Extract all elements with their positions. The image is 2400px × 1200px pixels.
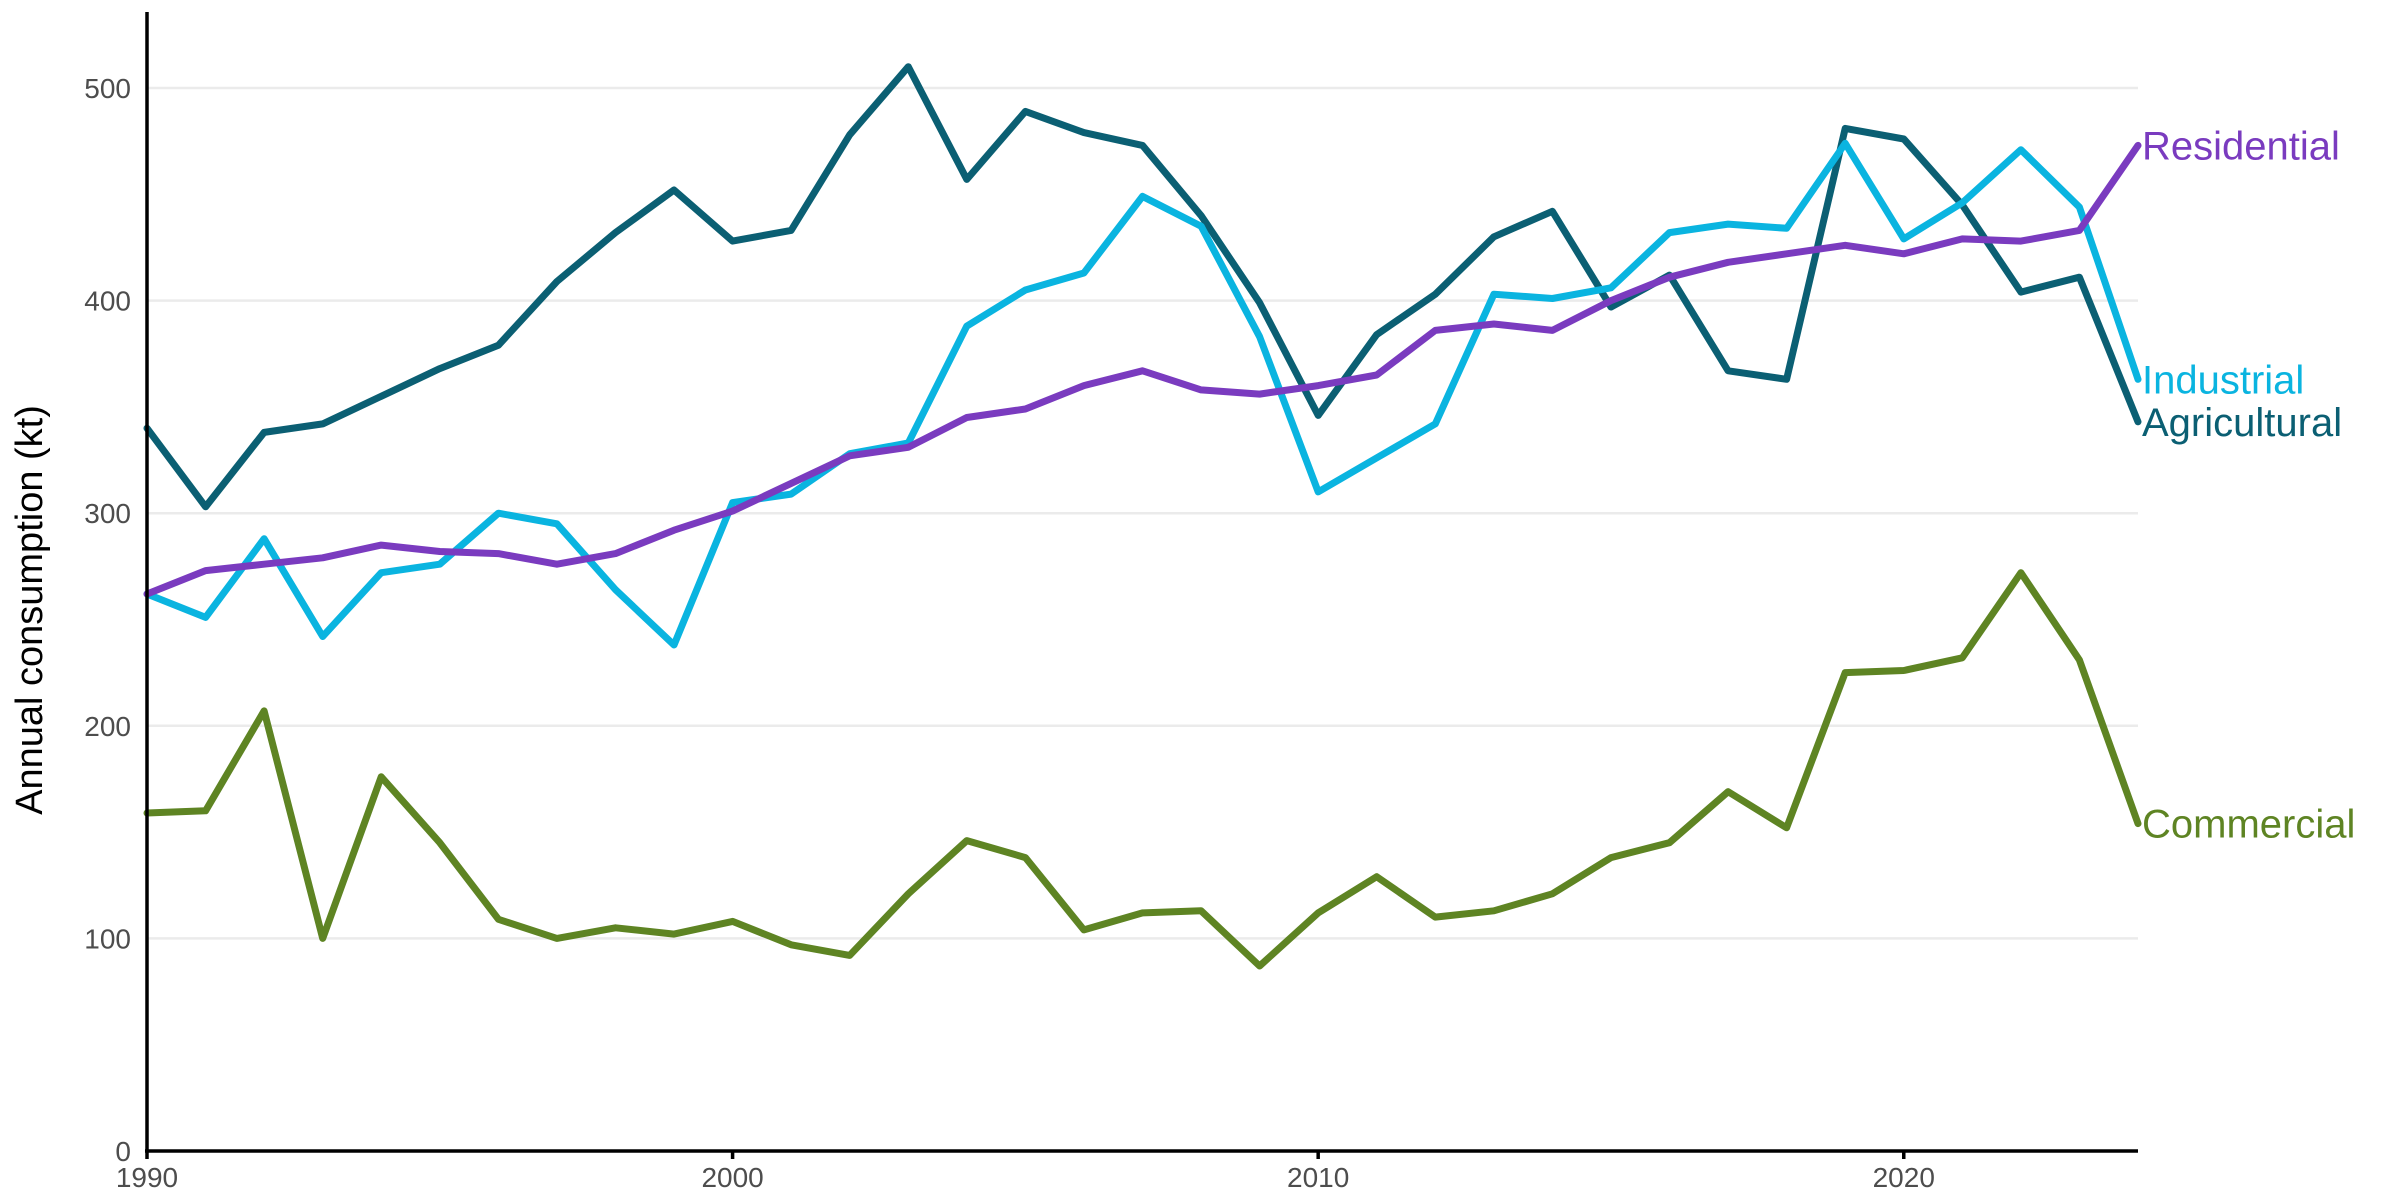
series-line-commercial [143,569,2142,970]
series-label-industrial: Industrial [2142,358,2304,402]
y-tick-label: 500 [84,73,131,104]
y-tick-label: 300 [84,498,131,529]
y-tick-labels: 0 100 200 300 400 500 [84,73,131,1167]
y-tick-label: 400 [84,286,131,317]
x-tick-label: 2020 [1873,1162,1935,1193]
x-tick-label: 2010 [1287,1162,1349,1193]
y-axis-title: Annual consumption (kt) [9,405,51,815]
series-lines [143,63,2142,970]
series-label-agricultural: Agricultural [2142,401,2342,445]
x-tick-labels: 1990 2000 2010 2020 [116,1151,1935,1193]
series-line-industrial [143,139,2142,649]
gridlines [147,86,2138,940]
x-tick-label: 1990 [116,1162,178,1193]
y-tick-label: 0 [115,1136,131,1167]
y-tick-label: 200 [84,711,131,742]
series-label-residential: Residential [2142,124,2340,168]
series-line-residential [143,141,2142,598]
series-label-commercial: Commercial [2142,803,2355,847]
series-line-agricultural [143,63,2142,511]
x-tick-label: 2000 [701,1162,763,1193]
axes [145,12,2138,1153]
y-tick-label: 100 [84,923,131,954]
